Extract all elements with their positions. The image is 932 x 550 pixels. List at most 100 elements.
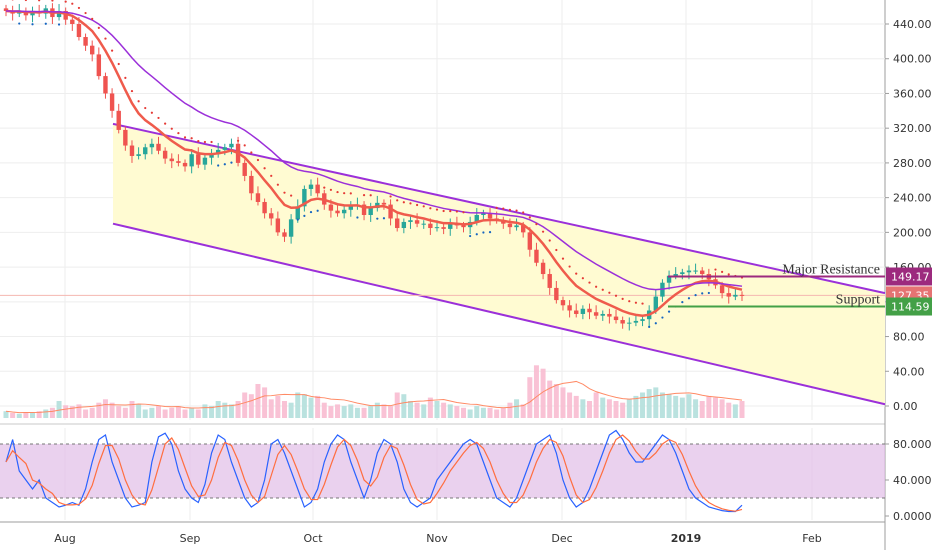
- candle-body: [507, 223, 513, 228]
- candle-body: [680, 272, 685, 275]
- candle-body: [587, 308, 592, 313]
- volume-bar: [494, 409, 500, 418]
- candle-body: [335, 210, 340, 214]
- sar-dot: [535, 223, 538, 226]
- volume-bar: [268, 399, 274, 418]
- sar-dot: [654, 322, 657, 325]
- level-annotation: Support: [836, 293, 880, 308]
- sar-dot: [641, 302, 644, 305]
- sar-dot: [568, 265, 571, 268]
- volume-bar: [567, 392, 573, 418]
- candle-body: [408, 220, 413, 222]
- candle-body: [315, 184, 320, 194]
- candle-body: [461, 225, 466, 228]
- candle-body: [189, 154, 194, 167]
- candle-body: [633, 320, 639, 323]
- candle-body: [428, 223, 433, 229]
- volume-bar: [43, 409, 49, 418]
- candle-body: [700, 270, 705, 275]
- sar-dot: [137, 100, 140, 103]
- sar-dot: [97, 26, 100, 29]
- candle-body: [520, 225, 526, 233]
- volume-bar: [434, 401, 440, 418]
- sar-dot: [164, 122, 167, 125]
- volume-bar: [281, 401, 287, 418]
- volume-bar: [427, 397, 433, 418]
- candle-body: [348, 206, 353, 210]
- volume-bar: [142, 409, 148, 418]
- candle-body: [242, 162, 247, 176]
- sar-dot: [290, 194, 293, 197]
- volume-bar: [96, 402, 102, 418]
- sar-dot: [197, 140, 200, 143]
- channel-lower-line: [112, 222, 886, 406]
- volume-bar: [235, 401, 241, 418]
- sar-dot: [124, 76, 127, 80]
- osc-tick-label: 40.0000: [893, 474, 932, 487]
- time-tick-label: Oct: [303, 532, 323, 545]
- price-tag: [886, 297, 932, 316]
- volume-bar: [76, 404, 82, 418]
- sar-dot: [588, 281, 591, 284]
- sar-dot: [382, 217, 386, 220]
- volume-bar: [295, 392, 301, 418]
- candle-body: [620, 320, 625, 324]
- candle-body: [693, 270, 698, 272]
- candle-body: [302, 188, 307, 207]
- sar-dot: [309, 210, 313, 214]
- sar-dot: [276, 183, 279, 186]
- sar-dot: [77, 6, 81, 10]
- volume-bar: [679, 397, 685, 418]
- sar-dot: [701, 292, 704, 295]
- volume-bar: [222, 402, 228, 418]
- sar-dot: [243, 144, 246, 147]
- sar-dot: [415, 203, 419, 207]
- sar-dot: [51, 0, 54, 2]
- sar-dot: [270, 174, 273, 177]
- sar-dot: [170, 127, 173, 130]
- sar-dot: [18, 22, 21, 25]
- candle-body: [527, 232, 533, 250]
- price-tick-label: 240.00: [893, 192, 932, 205]
- sar-dot: [721, 270, 724, 273]
- volume-bar: [275, 395, 281, 418]
- price-tick-label: 320.00: [893, 122, 932, 135]
- candle-body: [129, 145, 135, 156]
- sar-dot: [349, 192, 352, 195]
- volume-bar: [394, 392, 400, 418]
- sar-dot: [548, 239, 551, 242]
- sar-dot: [316, 209, 319, 212]
- price-tag-label: 149.17: [891, 270, 930, 283]
- ema-fast-line: [5, 9, 743, 317]
- volume-bar: [189, 407, 195, 418]
- candle-body: [262, 201, 267, 214]
- candle-body: [209, 154, 214, 158]
- sar-dot: [502, 207, 505, 210]
- candle-body: [395, 218, 400, 229]
- volume-bar: [16, 413, 22, 418]
- volume-bar: [414, 402, 420, 418]
- sar-dot: [449, 210, 452, 213]
- sar-dot: [369, 194, 372, 197]
- candle-body: [202, 157, 208, 165]
- volume-bar: [474, 406, 480, 418]
- volume-bar: [30, 412, 36, 418]
- sar-dot: [595, 285, 598, 288]
- sar-dot: [522, 211, 525, 214]
- volume-bar: [739, 401, 745, 418]
- volume-bar: [374, 402, 380, 418]
- candle-body: [574, 310, 579, 314]
- volume-bar: [262, 387, 268, 418]
- sar-dot: [150, 111, 153, 114]
- axis-layer: 440.00 400.00 360.00 320.00 280.00 240.00 200.…: [54, 18, 932, 545]
- sar-dot: [515, 209, 518, 212]
- channel-upper-line: [112, 122, 886, 295]
- sar-dot: [217, 164, 220, 167]
- volume-bar: [527, 377, 533, 418]
- volume-bar: [600, 397, 606, 418]
- candle-body: [149, 143, 155, 148]
- volume-bar: [487, 407, 493, 418]
- volume-bar: [228, 404, 234, 418]
- volume-bar: [361, 407, 367, 418]
